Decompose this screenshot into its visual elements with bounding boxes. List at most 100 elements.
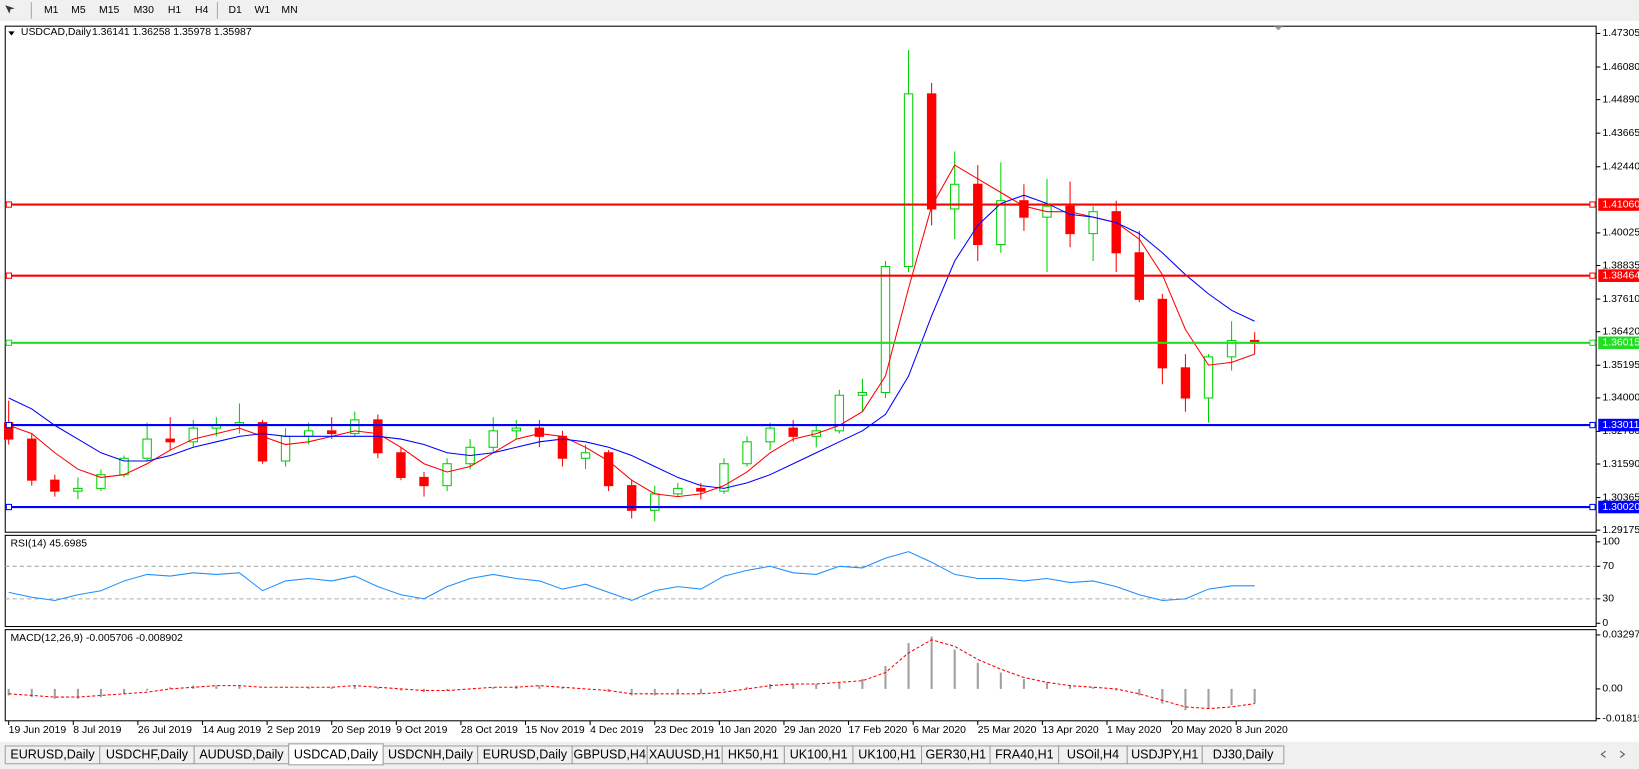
candle-body: [603, 452, 614, 487]
timeframe-label[interactable]: M5: [71, 5, 86, 16]
candle-body: [1226, 339, 1237, 358]
level-label-box: [1598, 418, 1639, 432]
tab[interactable]: [1201, 745, 1285, 765]
timeframe-button[interactable]: [275, 2, 304, 19]
level-handle[interactable]: [5, 339, 13, 346]
timeframe-button[interactable]: [91, 2, 127, 19]
timeframe-button[interactable]: [126, 2, 161, 19]
shift-marker: [1274, 26, 1283, 31]
timeframe-button[interactable]: [188, 2, 216, 19]
candle-body: [765, 427, 775, 443]
tab-label[interactable]: EURUSD,Daily: [10, 748, 95, 762]
y-tick-label: 70: [1602, 561, 1614, 572]
tab-label[interactable]: UK100,H1: [790, 748, 848, 762]
timeframe-label[interactable]: M1: [44, 5, 59, 16]
candle-body: [1157, 298, 1168, 369]
y-tick-label: 1.43665: [1602, 128, 1639, 139]
x-tick-label: 13 Apr 2020: [1042, 725, 1099, 736]
level-handle[interactable]: [1589, 503, 1596, 511]
x-tick-label: 1 May 2020: [1107, 725, 1162, 736]
tab-label[interactable]: EURUSD,Daily: [483, 748, 568, 762]
timeframe-button[interactable]: [64, 2, 92, 19]
level-label: 1.41060: [1602, 199, 1639, 210]
y-tick-label: 0: [1602, 618, 1608, 629]
candle-body: [1019, 200, 1029, 218]
macd-panel: [4, 629, 1597, 722]
x-tick-label: 6 Mar 2020: [913, 725, 966, 736]
x-tick-label: 19 Jun 2019: [9, 725, 67, 736]
level-handle[interactable]: [1589, 339, 1596, 346]
tab-label[interactable]: USDCAD,Daily: [294, 748, 379, 762]
x-tick-label: 4 Dec 2019: [590, 725, 644, 736]
tab-label[interactable]: USDJPY,H1: [1131, 748, 1198, 762]
candle-body: [880, 265, 891, 394]
level-handle[interactable]: [1589, 201, 1596, 208]
cursor-tool[interactable]: [5, 5, 15, 14]
timeframe-label[interactable]: D1: [229, 5, 243, 16]
timeframe-label[interactable]: H1: [168, 5, 182, 16]
tab-label[interactable]: FRA40,H1: [995, 748, 1054, 762]
tab-label[interactable]: DJ30,Daily: [1213, 748, 1274, 762]
level-handle[interactable]: [1589, 272, 1596, 279]
symbol-menu-arrow[interactable]: [8, 31, 15, 36]
tab-label[interactable]: USOil,H4: [1067, 748, 1119, 762]
timeframe-button[interactable]: [248, 2, 276, 19]
level-label: 1.33011: [1602, 420, 1639, 431]
candle-body: [280, 435, 291, 462]
y-tick-label: 1.42440: [1602, 162, 1639, 173]
macd-title: MACD(12,26,9) -0.005706 -0.008902: [10, 633, 183, 644]
y-tick-label: 1.31590: [1602, 459, 1639, 470]
rsi-line: [8, 551, 1255, 602]
tab-label[interactable]: HK50,H1: [728, 748, 779, 762]
tab-label[interactable]: AUDUSD,Daily: [199, 748, 284, 762]
tab-label[interactable]: USDCHF,Daily: [106, 748, 189, 762]
x-tick-label: 28 Oct 2019: [461, 725, 518, 736]
timeframe-label[interactable]: W1: [255, 5, 271, 16]
candle-body: [788, 427, 798, 437]
level-label-box: [1598, 500, 1639, 514]
chart-area: [0, 20, 1639, 742]
x-tick-label: 9 Oct 2019: [396, 725, 447, 736]
y-tick-label: 1.32780: [1602, 426, 1639, 437]
candle-body: [1088, 211, 1098, 235]
timeframe-label[interactable]: M15: [99, 5, 119, 16]
y-tick-label: 1.38835: [1602, 260, 1639, 271]
candle-body: [165, 438, 175, 443]
x-tick-label: 14 Aug 2019: [203, 725, 262, 736]
level-handle[interactable]: [5, 272, 13, 279]
level-label: 1.38464: [1602, 270, 1639, 281]
candle-body: [350, 419, 360, 435]
tab-label[interactable]: GBPUSD,H4: [573, 748, 645, 762]
y-tick-label: 30: [1602, 594, 1614, 605]
moving-average: [8, 164, 1255, 498]
level-handle[interactable]: [5, 201, 13, 208]
candle-body: [996, 200, 1006, 246]
timeframe-label[interactable]: H4: [195, 5, 209, 16]
timeframe-button[interactable]: [37, 2, 65, 19]
level-handle[interactable]: [5, 503, 13, 511]
timeframe-button[interactable]: [160, 2, 189, 19]
tab-scroll-left[interactable]: [1600, 750, 1606, 758]
timeframe-button[interactable]: [221, 2, 249, 19]
timeframe-label[interactable]: M30: [134, 5, 154, 16]
tab-label[interactable]: GER30,H1: [926, 748, 987, 762]
moving-average: [8, 194, 1255, 489]
candle-body: [1111, 211, 1121, 254]
candle-body: [1203, 356, 1214, 399]
y-tick-label: 1.47305: [1602, 28, 1639, 39]
x-tick-label: 17 Feb 2020: [849, 725, 908, 736]
tab-label[interactable]: UK100,H1: [858, 748, 916, 762]
tab-label[interactable]: XAUUSD,H1: [649, 748, 721, 762]
x-tick-label: 25 Mar 2020: [978, 725, 1037, 736]
tab-label[interactable]: USDCNH,Daily: [388, 748, 474, 762]
level-handle[interactable]: [1589, 421, 1596, 429]
y-tick-label: 100: [1602, 537, 1620, 548]
x-tick-label: 20 May 2020: [1172, 725, 1233, 736]
candle-body: [511, 427, 522, 432]
candle-body: [580, 452, 591, 459]
candle-body: [626, 485, 637, 511]
timeframe-label[interactable]: MN: [281, 5, 297, 16]
tab-scroll-right[interactable]: [1619, 750, 1626, 758]
level-handle[interactable]: [5, 421, 13, 429]
